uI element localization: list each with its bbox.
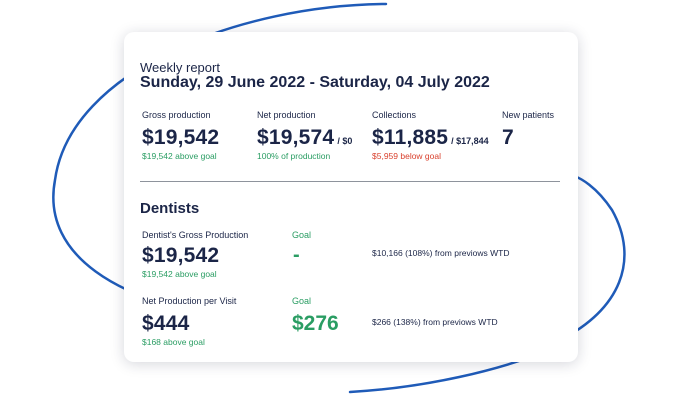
metric-net-production: Net production [257,110,316,120]
metric-gross-production-value-row: $19,542 [142,126,219,150]
dentists-section-title: Dentists [140,200,200,217]
dentist-row-value: $19,542 [142,244,220,267]
report-label: Weekly report [140,60,220,75]
goal-label: Goal [292,296,312,306]
goal-value: $276 [292,312,339,335]
metric-note: 100% of production [257,151,331,161]
metric-value: 7 [502,126,514,149]
metric-label: Net production [257,110,316,120]
metric-label: Gross production [142,110,211,120]
dentist-row-value: $444 [142,312,190,335]
metric-new-patients-value-row: 7 [502,126,514,150]
wtd-comparison: $10,166 (108%) from previows WTD [372,248,510,258]
goal-label: Goal [292,230,312,240]
metric-value: $19,574 [257,126,335,149]
metric-note: $19,542 above goal [142,151,217,161]
weekly-report-card: Weekly report Sunday, 29 June 2022 - Sat… [124,32,578,362]
goal-value: - [293,244,300,266]
wtd-comparison: $266 (138%) from previows WTD [372,317,498,327]
dentist-row-label: Dentist's Gross Production [142,230,249,240]
dentist-row-note: $168 above goal [142,337,205,347]
metric-goal-suffix: / $0 [337,136,353,146]
dentist-row-note: $19,542 above goal [142,269,217,279]
metric-value: $11,885 [372,126,449,149]
metric-new-patients: New patients [502,110,554,120]
metric-note: $5,959 below goal [372,151,442,161]
metric-collections-value-row: $11,885/ $17,844 [372,126,489,150]
metric-goal-suffix: / $17,844 [451,136,489,146]
metric-label: New patients [502,110,555,120]
section-divider [140,181,560,182]
report-date-range: Sunday, 29 June 2022 - Saturday, 04 July… [140,74,490,91]
metric-gross-production: Gross production [142,110,211,120]
metric-net-production-value-row: $19,574/ $0 [257,126,352,150]
metric-value: $19,542 [142,126,220,149]
metric-collections: Collections [372,110,416,120]
dentist-row-label: Net Production per Visit [142,296,237,306]
metric-label: Collections [372,110,417,120]
